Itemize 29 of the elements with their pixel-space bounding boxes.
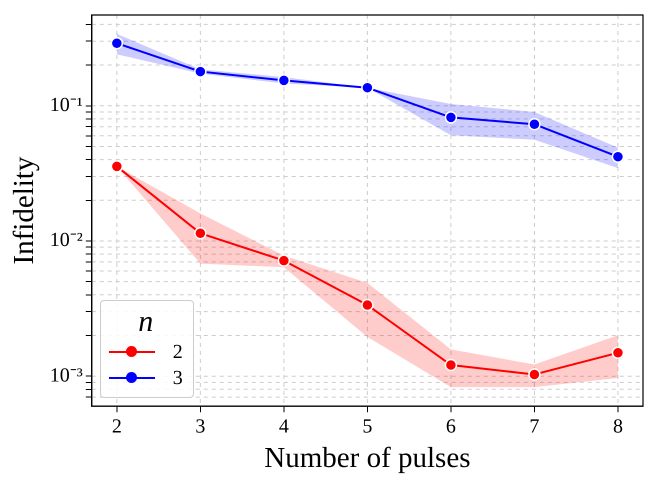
point	[528, 118, 541, 130]
point	[194, 227, 207, 240]
legend-label: 2	[172, 340, 183, 364]
point	[528, 368, 541, 381]
x-tick-label: 6	[446, 415, 456, 438]
point	[278, 74, 290, 87]
point	[361, 81, 374, 94]
point	[194, 65, 207, 78]
y-axis-title: Infidelity	[8, 156, 40, 265]
x-tick-label: 5	[362, 415, 372, 438]
point	[612, 346, 624, 360]
y-tick-label: 10⁻³	[50, 364, 83, 386]
x-tick-label: 3	[195, 415, 206, 438]
y-tick-label: 10⁻¹	[50, 94, 83, 116]
x-tick-label: 8	[612, 415, 623, 438]
point	[612, 150, 624, 163]
point	[110, 160, 124, 173]
y-tick-label: 10⁻²	[50, 229, 83, 252]
x-tick-label: 2	[112, 415, 122, 438]
legend-title: n	[137, 305, 154, 340]
point	[444, 111, 458, 124]
point	[278, 254, 290, 267]
point	[361, 298, 374, 312]
x-tick-label: 4	[278, 415, 289, 438]
x-axis-title: Number of pulses	[264, 442, 470, 474]
legend-label: 3	[172, 366, 183, 390]
x-tick-label: 7	[529, 415, 540, 438]
point	[444, 358, 458, 372]
point	[110, 36, 124, 50]
